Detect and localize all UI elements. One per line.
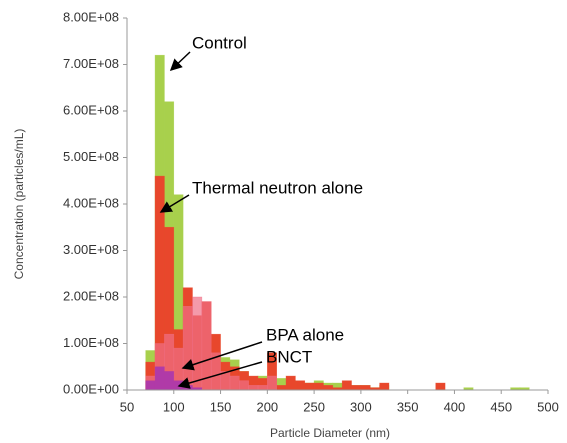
bar bbox=[267, 375, 277, 391]
bar bbox=[192, 296, 203, 391]
bar bbox=[323, 385, 334, 391]
bar bbox=[360, 385, 371, 391]
bar bbox=[229, 375, 240, 391]
x-tick-label: 100 bbox=[163, 399, 185, 414]
y-tick-label: 1.00E+08 bbox=[63, 335, 119, 350]
x-tick-label: 400 bbox=[444, 399, 466, 414]
bar bbox=[295, 380, 306, 391]
x-axis-label: Particle Diameter (nm) bbox=[270, 426, 390, 440]
annotation: Control bbox=[192, 33, 247, 52]
x-tick-label: 450 bbox=[490, 399, 512, 414]
bar bbox=[341, 380, 352, 391]
y-tick-label: 3.00E+08 bbox=[63, 242, 119, 257]
arrow bbox=[169, 51, 191, 72]
x-tick-label: 200 bbox=[256, 399, 278, 414]
x-tick-label: 500 bbox=[537, 399, 559, 414]
x-tick-label: 50 bbox=[120, 399, 134, 414]
bar bbox=[435, 382, 446, 391]
bar bbox=[182, 305, 193, 391]
bar bbox=[379, 382, 390, 391]
y-tick-label: 4.00E+08 bbox=[63, 195, 119, 210]
arrow bbox=[181, 341, 263, 371]
annotation: BNCT bbox=[266, 347, 312, 366]
bar bbox=[164, 371, 175, 391]
bar bbox=[276, 385, 287, 391]
x-tick-label: 250 bbox=[303, 399, 325, 414]
arrow bbox=[159, 194, 190, 213]
y-tick-label: 2.00E+08 bbox=[63, 288, 119, 303]
y-tick-label: 5.00E+08 bbox=[63, 149, 119, 164]
bar bbox=[304, 382, 315, 391]
x-tick-label: 350 bbox=[397, 399, 419, 414]
bar bbox=[248, 385, 259, 391]
y-tick-label: 7.00E+08 bbox=[63, 56, 119, 71]
bar bbox=[154, 366, 165, 391]
bar bbox=[285, 375, 296, 391]
x-tick-label: 150 bbox=[210, 399, 232, 414]
y-tick-label: 0.00E+00 bbox=[63, 381, 119, 396]
y-tick-label: 8.00E+08 bbox=[63, 9, 119, 24]
bar bbox=[257, 385, 268, 391]
bar bbox=[182, 385, 193, 391]
annotation: Thermal neutron alone bbox=[192, 178, 363, 197]
y-axis-label: Concentration (particles/mL) bbox=[12, 129, 26, 280]
y-tick-label: 6.00E+08 bbox=[63, 102, 119, 117]
annotation: BPA alone bbox=[266, 325, 344, 344]
arrow bbox=[177, 361, 263, 389]
bar bbox=[351, 385, 362, 391]
bar bbox=[313, 382, 324, 391]
bar bbox=[238, 380, 249, 391]
x-tick-label: 300 bbox=[350, 399, 372, 414]
bar bbox=[145, 380, 156, 391]
